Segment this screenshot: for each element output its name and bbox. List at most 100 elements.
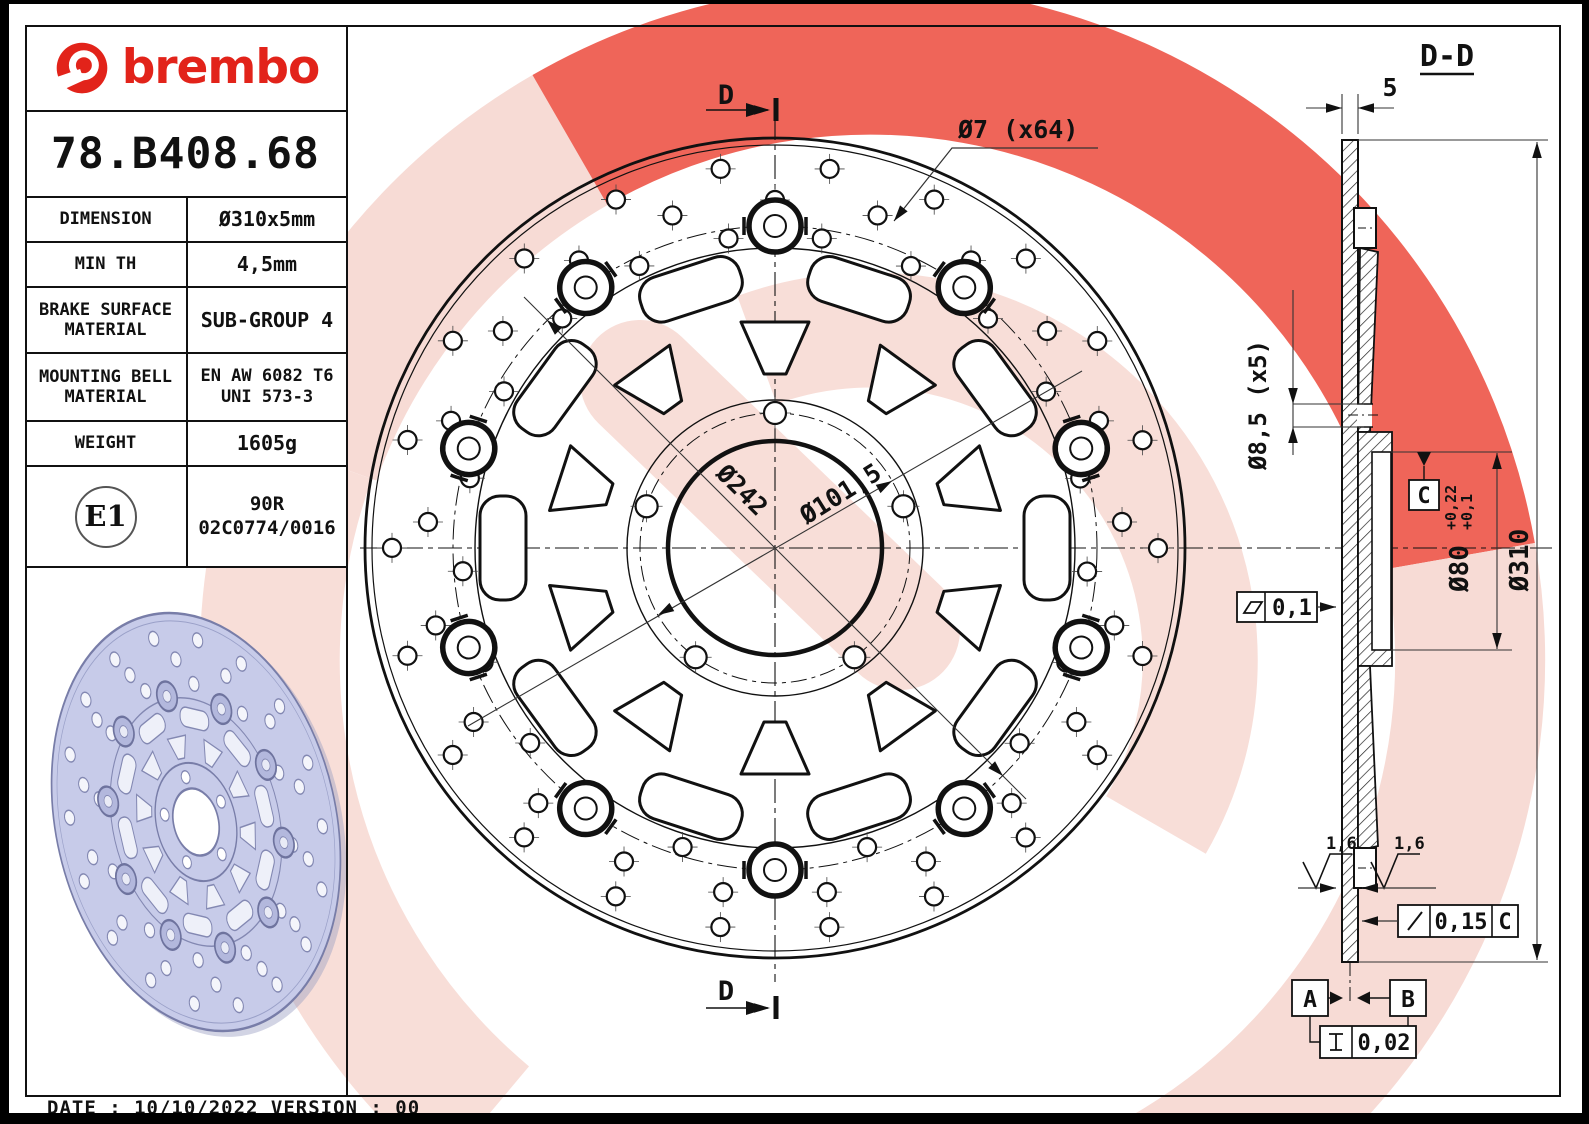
vent-hole xyxy=(605,886,626,907)
mounting-holes-front xyxy=(630,397,920,674)
disc-section-view: D-D 5 xyxy=(1236,39,1548,1059)
render-vent-hole xyxy=(63,809,76,826)
table-row: BRAKE SURFACE MATERIAL SUB-GROUP 4 xyxy=(25,288,346,354)
dim-arrowhead xyxy=(1358,103,1374,113)
render-triangle xyxy=(136,793,153,823)
vent-hole xyxy=(923,886,945,907)
vent-hole xyxy=(816,882,837,903)
dim-arrowhead xyxy=(1532,142,1542,158)
vent-hole xyxy=(520,732,541,754)
logo-box: brembo xyxy=(25,25,346,112)
bell-bolt-hole xyxy=(1357,404,1372,427)
render-vent-hole xyxy=(160,959,172,977)
render-vent-hole xyxy=(106,929,119,946)
spec-value: Ø310x5mm xyxy=(218,207,316,231)
vent-hole xyxy=(528,793,549,814)
vent-hole xyxy=(1077,561,1098,582)
dim-arrowhead xyxy=(875,481,892,494)
render-triangle xyxy=(228,769,250,799)
flatness-callout: 0,1 xyxy=(1236,591,1336,623)
page-border-right xyxy=(1582,0,1589,1124)
dtv-value: 0,02 xyxy=(1358,1031,1411,1056)
render-vent-hole xyxy=(188,675,200,693)
dtv-symbol xyxy=(1329,1033,1343,1051)
dim-arrowhead xyxy=(1320,602,1336,612)
homologation-row: E1 90R 02C0774/0016 xyxy=(25,467,346,568)
vent-hole xyxy=(1036,320,1058,342)
kidney-cutout xyxy=(478,494,528,602)
bell-triangle-cutouts xyxy=(548,320,1002,776)
brembo-logo-icon xyxy=(55,42,107,93)
kidney-cutout xyxy=(806,772,912,841)
table-row: MOUNTING BELL MATERIAL EN AW 6082 T6 UNI… xyxy=(25,354,346,422)
roughness-value-left: 1,6 xyxy=(1326,834,1357,854)
drawing-frame xyxy=(25,25,1561,1097)
mounting-hole xyxy=(683,645,708,670)
datum-a-triangle xyxy=(1330,991,1343,1005)
datum-b-letter: B xyxy=(1401,987,1415,1013)
render-kidney xyxy=(179,706,210,732)
dim-arrowhead xyxy=(1288,388,1298,404)
dimension-arrowheads xyxy=(547,103,1542,1015)
vent-hole xyxy=(1015,248,1037,269)
vent-hole xyxy=(493,381,515,402)
render-bolt-hole xyxy=(159,807,170,822)
render-vent-hole xyxy=(273,698,286,715)
page-border-top xyxy=(0,0,1589,4)
vent-hole xyxy=(513,827,535,848)
vent-hole xyxy=(514,248,535,269)
render-kidney xyxy=(226,899,254,932)
floating-bobbins xyxy=(440,197,1110,899)
bobbin xyxy=(440,414,498,483)
kidney-cutout xyxy=(952,658,1038,758)
roughness-symbol-right xyxy=(1370,853,1420,890)
table-row: WEIGHT 1605g xyxy=(25,422,346,467)
vent-hole xyxy=(452,561,473,582)
dim-arrowhead xyxy=(1326,103,1342,113)
triangle-cutout xyxy=(866,680,937,753)
roughness-symbol-left xyxy=(1302,853,1352,890)
bobbin xyxy=(553,258,618,317)
render-vent-hole xyxy=(289,916,301,933)
kidney-cutout xyxy=(638,772,744,841)
kidney-cutout xyxy=(952,338,1038,438)
vent-hole xyxy=(811,228,832,249)
spec-label: MIN TH xyxy=(25,243,188,286)
vent-hole xyxy=(613,851,635,872)
render-triangle xyxy=(229,863,252,894)
page-border-bottom xyxy=(0,1113,1589,1124)
vent-hole xyxy=(1087,745,1108,766)
bobbin xyxy=(932,779,997,838)
triangle-cutout xyxy=(935,584,1002,652)
vent-hole xyxy=(417,511,439,533)
runout-value: 0,15 xyxy=(1435,910,1488,935)
vent-hole xyxy=(857,837,878,858)
disc-outer-edge xyxy=(363,136,1187,960)
vent-hole xyxy=(1066,711,1087,733)
spec-label: DIMENSION xyxy=(25,198,188,241)
render-kidney xyxy=(141,876,169,915)
vent-hole xyxy=(915,851,937,872)
e1-mark: E1 xyxy=(74,485,137,548)
render-bolt-hole xyxy=(216,847,227,862)
homologation-value: 90R 02C0774/0016 xyxy=(198,492,336,539)
vent-hole xyxy=(397,429,418,451)
table-row: MIN TH 4,5mm xyxy=(25,243,346,288)
mounting-hole xyxy=(891,494,916,519)
render-vent-hole xyxy=(140,682,152,700)
vent-hole xyxy=(1009,733,1030,754)
flatness-value: 0,1 xyxy=(1272,596,1312,621)
vent-hole xyxy=(867,205,888,226)
vent-hole xyxy=(900,255,922,277)
render-vent-hole xyxy=(264,713,276,730)
render-vent-hole xyxy=(210,976,222,993)
bobbin xyxy=(742,841,808,899)
render-kidney xyxy=(223,729,251,768)
render-vent-hole xyxy=(232,997,244,1014)
roughness-callout-left: 1,6 xyxy=(1298,834,1357,890)
dim-arrowhead xyxy=(894,205,908,221)
dim-arrowhead xyxy=(1320,883,1336,893)
vent-hole xyxy=(397,645,418,666)
mounting-hole xyxy=(762,400,788,426)
render-vent-hole xyxy=(316,818,329,835)
